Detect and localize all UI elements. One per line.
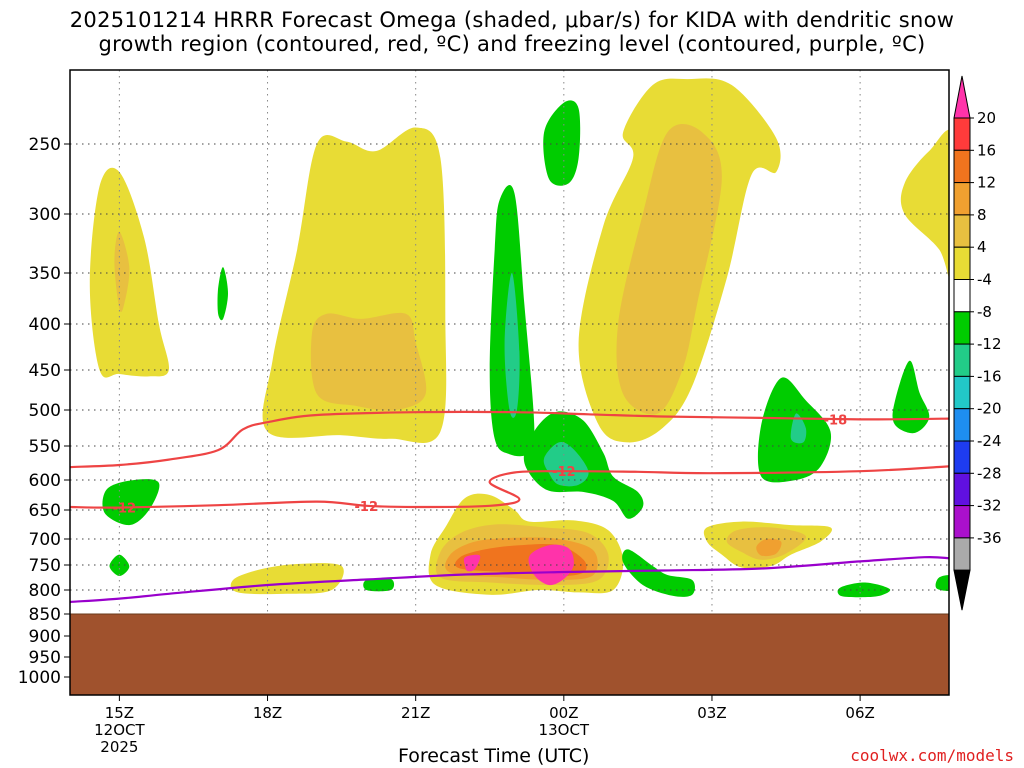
ytick-label-550: 550 [29, 437, 61, 457]
omega-region-n4-20 [217, 267, 228, 321]
omega-region-c4-0 [89, 167, 170, 378]
xtick-label-00Z-1: 13OCT [539, 721, 590, 739]
colorbar-top-arrow [953, 75, 971, 119]
colorbar-box-2 [953, 149, 971, 184]
ytick-label-750: 750 [29, 556, 61, 576]
dgz-label-1: -12 [113, 502, 137, 517]
dgz-upper-contour [70, 410, 949, 469]
colorbar-box-14 [953, 537, 971, 571]
omega-region-c4-6 [900, 129, 949, 279]
colorbar-box-9 [953, 375, 971, 410]
colorbar-label-10: -24 [977, 432, 1002, 450]
ytick-label-300: 300 [29, 205, 61, 225]
chart-title-line-1: 2025101214 HRRR Forecast Omega (shaded, … [69, 8, 955, 32]
omega-region-n4-31 [935, 574, 949, 592]
dgz-label-upper: -18 [824, 413, 848, 428]
ytick-label-650: 650 [29, 501, 61, 521]
ytick-label-350: 350 [29, 264, 61, 284]
xtick-label-21Z-0: 21Z [401, 704, 430, 722]
colorbar-label-7: -12 [977, 335, 1002, 353]
colorbar-box-1 [953, 117, 971, 151]
ytick-label-850: 850 [29, 605, 61, 625]
omega-shading [89, 78, 949, 598]
colorbar-label-8: -16 [977, 367, 1002, 385]
chart-title-line-2: growth region (contoured, red, ºC) and f… [98, 32, 926, 56]
ytick-label-900: 900 [29, 627, 61, 647]
colorbar-label-3: 8 [977, 206, 987, 224]
dgz-label-2: -12 [355, 500, 379, 515]
x-axis-label: Forecast Time (UTC) [398, 745, 590, 767]
ytick-label-500: 500 [29, 401, 61, 421]
colorbar-label-5: -4 [977, 271, 992, 289]
omega-region-n8-18 [504, 272, 520, 418]
omega-region-c8-1 [114, 231, 130, 313]
ytick-label-450: 450 [29, 361, 61, 381]
colorbar: 20 16 12 8 4 -4 -8 -12 -16 -20 -24 -28 -32 -36 [953, 75, 1002, 611]
colorbar-label-2: 12 [977, 174, 996, 192]
colorbar-box-10 [953, 408, 971, 442]
ytick-label-950: 950 [29, 648, 61, 668]
xtick-label-15Z-0: 15Z [105, 704, 134, 722]
omega-region-n8-26 [790, 413, 807, 444]
credit-link[interactable]: coolwx.com/models [850, 746, 1014, 765]
omega-region-n4-29 [363, 578, 395, 592]
colorbar-box-8 [953, 343, 971, 377]
omega-region-c20-12 [463, 554, 481, 572]
axes: 2503003504004505005506006507007508008509… [18, 69, 950, 756]
omega-region-c8-5 [616, 124, 722, 415]
xtick-label-06Z-0: 06Z [845, 704, 874, 722]
colorbar-box-7 [953, 311, 971, 345]
omega-region-n4-19 [543, 100, 581, 186]
omega-region-n4-27 [892, 360, 930, 434]
colorbar-box-5 [953, 246, 971, 280]
colorbar-label-4: 4 [977, 238, 987, 256]
ytick-label-1000: 1000 [18, 668, 61, 688]
colorbar-label-9: -20 [977, 400, 1002, 418]
dgz-lower-contour [70, 465, 949, 509]
ground-fill [70, 614, 949, 695]
colorbar-box-11 [953, 440, 971, 474]
colorbar-label-0: 20 [977, 109, 996, 127]
ytick-label-700: 700 [29, 530, 61, 550]
xtick-label-15Z-1: 12OCT [94, 721, 145, 739]
freezing-level-contour [70, 555, 949, 604]
plot-frame [69, 69, 950, 696]
colorbar-label-12: -32 [977, 497, 1002, 515]
colorbar-box-4 [953, 214, 971, 248]
colorbar-label-1: 16 [977, 141, 996, 159]
omega-region-c4-7 [230, 563, 344, 595]
omega-region-n4-23 [102, 479, 160, 526]
colorbar-bottom-arrow [953, 569, 971, 611]
contour-lines: -12 -12 -12 -18 [70, 410, 949, 604]
omega-region-c12-16 [756, 538, 782, 557]
colorbar-label-11: -28 [977, 464, 1002, 482]
xtick-label-00Z-0: 00Z [549, 704, 578, 722]
dgz-label-3: -12 [552, 465, 576, 480]
ytick-label-400: 400 [29, 315, 61, 335]
xtick-label-15Z-2: 2025 [100, 738, 138, 756]
colorbar-box-6 [953, 279, 971, 313]
colorbar-box-3 [953, 182, 971, 216]
colorbar-label-6: -8 [977, 303, 992, 321]
ytick-label-800: 800 [29, 581, 61, 601]
omega-region-n8-22 [543, 442, 589, 487]
colorbar-box-13 [953, 505, 971, 539]
ytick-label-250: 250 [29, 135, 61, 155]
xtick-label-03Z-0: 03Z [697, 704, 726, 722]
omega-region-c8-3 [310, 312, 427, 411]
omega-region-n4-28 [622, 549, 695, 597]
colorbar-label-13: -36 [977, 529, 1002, 547]
xtick-label-18Z-0: 18Z [253, 704, 282, 722]
omega-region-n4-30 [837, 582, 891, 598]
colorbar-box-12 [953, 472, 971, 507]
ytick-label-600: 600 [29, 471, 61, 491]
ground-layer [70, 613, 949, 695]
